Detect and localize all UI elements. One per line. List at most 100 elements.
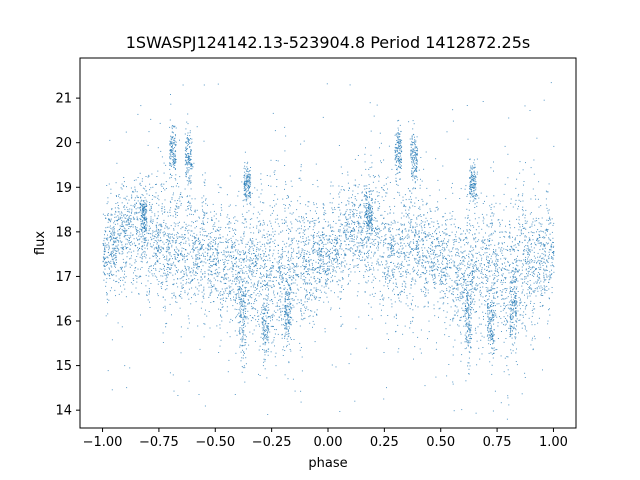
data-point <box>404 253 406 255</box>
data-point <box>299 221 301 223</box>
data-point <box>234 258 236 260</box>
data-point <box>475 283 477 285</box>
data-point <box>344 222 346 223</box>
data-point <box>507 177 509 179</box>
data-point <box>406 273 408 275</box>
data-point <box>141 223 143 225</box>
data-point <box>504 268 506 270</box>
data-point <box>547 220 549 221</box>
data-point <box>378 247 379 249</box>
data-point <box>356 238 357 240</box>
data-point <box>326 256 328 257</box>
data-point <box>277 292 279 294</box>
data-point <box>262 250 264 252</box>
data-point <box>234 330 236 332</box>
data-point <box>405 212 407 214</box>
data-point <box>521 323 523 325</box>
data-point <box>421 247 423 249</box>
data-point <box>374 251 376 253</box>
data-point <box>291 240 293 241</box>
data-point <box>160 275 162 277</box>
data-point <box>194 237 196 239</box>
data-point <box>247 303 248 305</box>
data-point <box>150 233 151 235</box>
data-point <box>446 233 448 235</box>
data-point <box>260 223 262 224</box>
data-point <box>126 220 128 222</box>
data-point <box>420 220 422 222</box>
data-point <box>339 263 340 264</box>
data-point <box>272 262 274 264</box>
data-point <box>408 229 410 231</box>
data-point <box>294 271 296 273</box>
data-point <box>302 304 304 306</box>
data-point <box>421 232 423 234</box>
data-point <box>456 306 458 308</box>
data-point <box>397 324 399 326</box>
data-point <box>533 270 535 272</box>
data-point <box>439 245 441 247</box>
data-point <box>114 234 115 236</box>
data-point <box>379 231 381 233</box>
data-point <box>171 314 172 316</box>
data-point <box>361 191 363 193</box>
data-point <box>119 218 121 220</box>
data-point <box>124 236 126 238</box>
data-point <box>454 314 456 316</box>
data-point <box>358 254 359 256</box>
data-point <box>220 315 222 317</box>
data-point <box>225 227 227 229</box>
data-point <box>288 260 290 262</box>
data-point <box>532 312 534 314</box>
data-point <box>186 162 188 164</box>
data-point <box>416 218 418 220</box>
data-point <box>482 216 484 218</box>
data-point <box>365 221 367 223</box>
data-point <box>106 294 108 296</box>
data-point <box>520 314 522 316</box>
data-point <box>211 274 213 275</box>
data-point <box>466 325 468 327</box>
data-point <box>155 262 157 264</box>
data-point <box>428 223 429 225</box>
data-point <box>282 279 284 281</box>
data-point <box>434 254 436 256</box>
data-point <box>381 196 383 198</box>
data-point <box>433 304 435 306</box>
data-point <box>384 267 386 269</box>
data-point <box>435 207 437 208</box>
data-point <box>118 208 120 210</box>
data-point <box>282 278 284 280</box>
data-point <box>121 202 123 204</box>
data-point <box>434 277 436 279</box>
data-point <box>265 284 267 286</box>
data-point <box>137 207 139 209</box>
data-point <box>307 205 309 207</box>
data-point <box>257 211 259 213</box>
data-point <box>449 319 451 321</box>
data-point <box>466 225 468 226</box>
data-point <box>537 259 539 261</box>
data-point <box>479 265 481 267</box>
data-point <box>522 305 524 306</box>
data-point <box>166 235 168 237</box>
data-point <box>540 266 542 268</box>
data-point <box>248 264 250 266</box>
data-point <box>259 241 261 243</box>
data-point <box>104 265 106 267</box>
data-point <box>417 261 419 263</box>
data-point <box>245 336 247 338</box>
data-point <box>463 325 465 327</box>
data-point <box>524 308 526 310</box>
data-point <box>459 292 461 294</box>
data-point <box>250 271 252 273</box>
data-point <box>441 262 443 264</box>
data-point <box>257 312 258 314</box>
data-point <box>407 271 409 273</box>
data-point <box>201 223 203 225</box>
data-point <box>374 201 376 203</box>
data-point <box>150 236 152 238</box>
data-point <box>442 247 444 249</box>
data-point <box>311 283 312 285</box>
data-point <box>499 236 501 238</box>
